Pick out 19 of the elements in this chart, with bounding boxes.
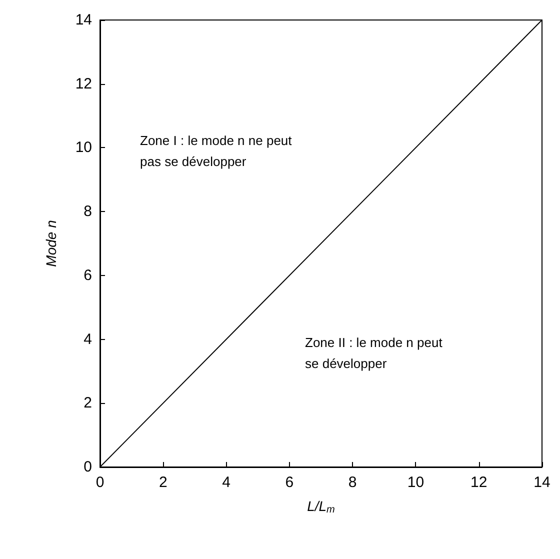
y-tick-label: 10 [75, 139, 92, 156]
x-tick-label: 2 [158, 474, 168, 491]
y-tick-label: 6 [84, 266, 92, 284]
x-tick-label: 0 [96, 474, 104, 491]
y-axis-title: Mode n [43, 220, 59, 267]
x-tick-label: 4 [222, 474, 230, 491]
annotation: Zone II : le mode n peut se développer [305, 335, 446, 371]
x-tick-label: 12 [470, 474, 488, 491]
y-tick-label: 0 [84, 458, 92, 476]
annotation: Zone I : le mode n ne peut pas se développer [140, 133, 296, 169]
x-tick-label: 8 [348, 474, 357, 491]
y-tick-label: 12 [75, 75, 92, 92]
y-tick-label: 14 [75, 12, 92, 28]
x-tick-label: 14 [534, 474, 550, 491]
y-tick-label: 2 [84, 394, 92, 412]
y-tick-label: 8 [84, 203, 92, 220]
x-tick-label: 10 [407, 474, 424, 491]
x-tick-label: 6 [285, 474, 294, 491]
y-tick-label: 4 [84, 330, 92, 348]
